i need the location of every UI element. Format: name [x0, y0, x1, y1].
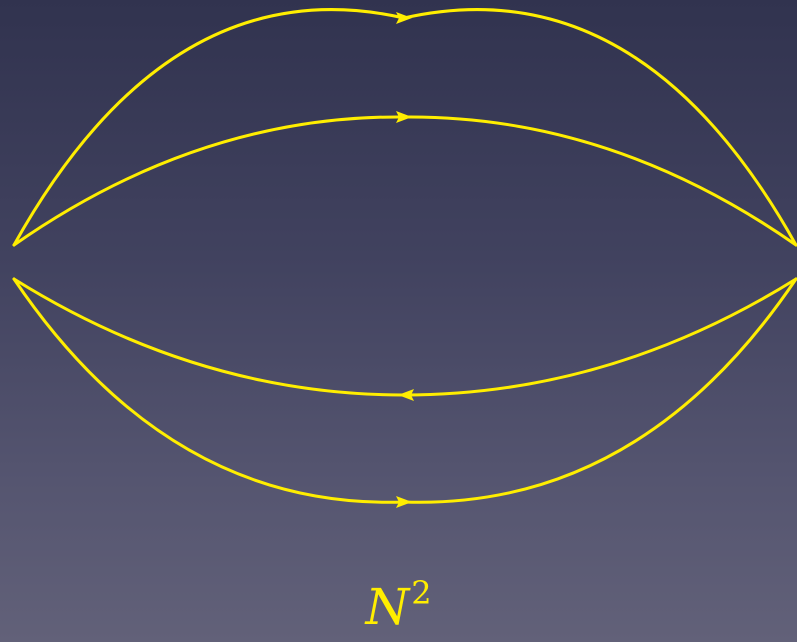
inner-upper-arrow-icon [396, 111, 412, 123]
label-exponent: 2 [411, 574, 432, 612]
outer-lower-arrow-icon [396, 496, 412, 508]
outer-upper-arrow-icon [396, 12, 412, 24]
inner-lower-arrow-icon [398, 389, 414, 401]
outer-upper-arc [12, 8, 797, 247]
diagram-label: N2 [0, 572, 797, 642]
label-base: N [365, 578, 410, 636]
inner-lower-arc [12, 277, 797, 397]
outer-lower-arc [12, 277, 797, 504]
inner-upper-arc [12, 115, 797, 247]
